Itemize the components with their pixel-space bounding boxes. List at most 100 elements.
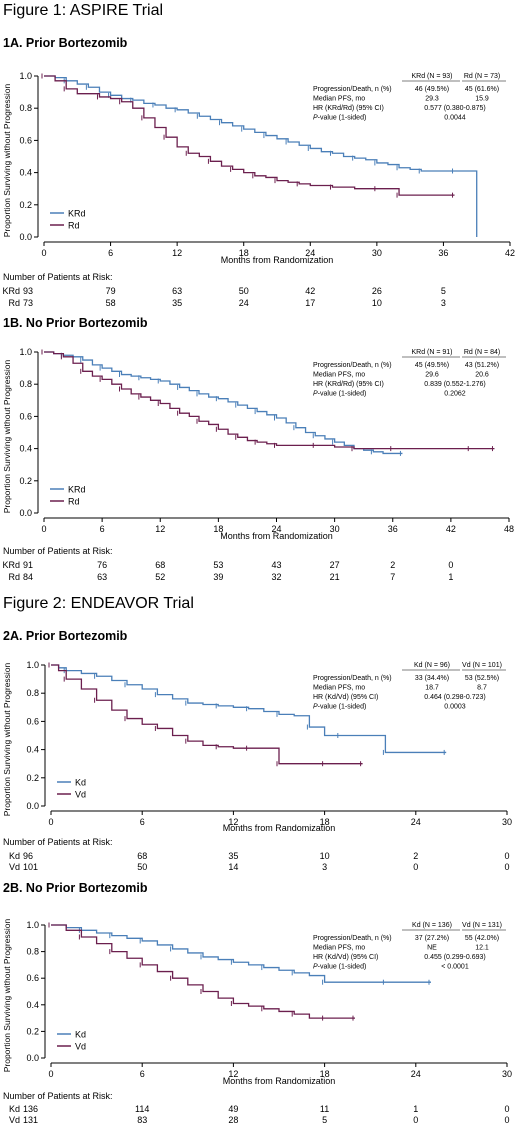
y-tick-label: 1.0 <box>26 660 39 670</box>
risk-value: 32 <box>271 572 281 582</box>
y-tick-label: 0.0 <box>26 801 39 811</box>
y-tick-label: 1.0 <box>19 347 32 357</box>
y-tick-label: 0.4 <box>19 444 32 454</box>
stats-row-label: Median PFS, mo <box>313 685 365 692</box>
risk-value: 17 <box>305 298 315 308</box>
panel-2a: 2A. Prior Bortezomib 0 6 12 18 24 30 0.0 0.2 0.4… <box>0 629 520 879</box>
x-tick-label: 30 <box>372 248 382 258</box>
risk-value: 3 <box>322 862 327 872</box>
chart-1a: 0 6 12 18 24 30 36 42 0.0 0.2 0.4 0.6 0.8 1.0 Months f… <box>2 71 515 308</box>
stats-label-text: Progression/Death, n (%) <box>313 935 392 942</box>
legend-label: KRd <box>68 209 86 219</box>
km-curve-kd <box>51 924 431 983</box>
risk-value: 7 <box>390 572 395 582</box>
risk-value: 0 <box>448 560 453 570</box>
x-tick-label: 18 <box>213 524 223 534</box>
stats-row-label: P-value (1-sided) <box>313 391 366 398</box>
stats-row-label: P-value (1-sided) <box>313 964 366 971</box>
legend-label: Kd <box>75 778 86 788</box>
y-tick-label: 0.6 <box>19 135 32 145</box>
risk-value: 84 <box>23 572 33 582</box>
legend-label: KRd <box>68 485 86 495</box>
stats-value: 0.464 (0.298-0.723) <box>424 694 486 701</box>
x-tick-label: 36 <box>388 524 398 534</box>
stats-label-text: Median PFS, mo <box>313 945 365 952</box>
stats-row-label: Median PFS, mo <box>313 945 365 952</box>
x-tick-label: 12 <box>172 248 182 258</box>
panel-title-1a: 1A. Prior Bortezomib <box>3 36 128 50</box>
y-axis-label: Proportion Surviving without Progression <box>2 359 12 513</box>
risk-row-label: Rd <box>8 572 20 582</box>
stats-label-text: -value (1-sided) <box>318 115 367 122</box>
x-tick-label: 6 <box>140 1069 145 1079</box>
risk-value: 24 <box>239 298 249 308</box>
risk-row-label: KRd <box>2 560 20 570</box>
x-tick-label: 0 <box>41 524 46 534</box>
stats-value: 0.577 (0.380-0.875) <box>424 105 486 112</box>
risk-value: 28 <box>228 1115 238 1125</box>
y-tick-label: 0.6 <box>19 411 32 421</box>
stats-header: Kd (N = 96) <box>414 662 450 669</box>
km-curve-kd <box>51 664 447 754</box>
x-tick-label: 18 <box>320 1069 330 1079</box>
stats-label-text: Median PFS, mo <box>313 685 365 692</box>
stats-italic: P <box>313 391 318 398</box>
risk-value: 35 <box>172 298 182 308</box>
x-tick-label: 30 <box>502 817 512 827</box>
risk-value: 76 <box>97 560 107 570</box>
risk-value: 50 <box>239 286 249 296</box>
y-tick-label: 0.4 <box>26 745 39 755</box>
stats-value: 43 (51.2%) <box>465 362 499 369</box>
legend-label: Rd <box>68 221 80 231</box>
chart-2b: 0 6 12 18 24 30 0.0 0.2 0.4 0.6 0.8 1.0 Months from … <box>2 918 512 1125</box>
panel-title-2a: 2A. Prior Bortezomib <box>3 629 128 643</box>
panel-title-1b: 1B. No Prior Bortezomib <box>3 316 148 330</box>
y-tick-label: 0.2 <box>26 1026 39 1036</box>
risk-value: 2 <box>413 851 418 861</box>
risk-value: 0 <box>504 1104 509 1114</box>
stats-label-text: HR (Kd/Vd) (95% CI) <box>313 954 378 961</box>
panel-title-2b: 2B. No Prior Bortezomib <box>3 881 148 895</box>
x-axis-label: Months from Randomization <box>223 1076 336 1086</box>
stats-label-text: Median PFS, mo <box>313 96 365 103</box>
figure1-title: Figure 1: ASPIRE Trial <box>3 2 164 19</box>
stats-row-label: HR (Kd/Vd) (95% CI) <box>313 694 378 701</box>
stats-value: 55 (42.0%) <box>465 935 499 942</box>
risk-value: 21 <box>330 572 340 582</box>
y-tick-label: 0.6 <box>26 973 39 983</box>
stats-row-label: HR (KRd/Rd) (95% CI) <box>313 105 384 112</box>
risk-value: 3 <box>441 298 446 308</box>
x-tick-label: 0 <box>48 1069 53 1079</box>
x-tick-label: 24 <box>305 248 315 258</box>
risk-value: 96 <box>23 851 33 861</box>
stats-value: 15.9 <box>475 96 489 103</box>
risk-value: 68 <box>155 560 165 570</box>
risk-value: 0 <box>504 851 509 861</box>
risk-value: 93 <box>23 286 33 296</box>
legend-label: Kd <box>75 1030 86 1040</box>
risk-value: 35 <box>228 851 238 861</box>
stats-value: 18.7 <box>425 685 439 692</box>
panel-1a: 1A. Prior Bortezomib 0 6 12 18 24 30 36 42 0.0 0.… <box>0 36 520 308</box>
x-tick-label: 12 <box>228 1069 238 1079</box>
risk-value: 2 <box>390 560 395 570</box>
y-tick-label: 0.0 <box>26 1053 39 1063</box>
y-tick-label: 0.8 <box>19 103 32 113</box>
stats-value: 0.2062 <box>444 391 466 398</box>
stats-row-label: Progression/Death, n (%) <box>313 86 392 93</box>
stats-row-label: P-value (1-sided) <box>313 115 366 122</box>
stats-value: 0.455 (0.299-0.693) <box>424 954 486 961</box>
x-tick-label: 18 <box>320 817 330 827</box>
stats-label-text: Progression/Death, n (%) <box>313 86 392 93</box>
stats-row-label: Progression/Death, n (%) <box>313 935 392 942</box>
risk-value: 43 <box>271 560 281 570</box>
risk-row-label: KRd <box>2 286 20 296</box>
stats-row-label: HR (KRd/Rd) (95% CI) <box>313 381 384 388</box>
stats-value: 45 (61.6%) <box>465 86 499 93</box>
km-curve-rd <box>44 351 495 450</box>
stats-value: 29.3 <box>425 96 439 103</box>
stats-value: 8.7 <box>477 685 487 692</box>
x-tick-label: 42 <box>505 248 515 258</box>
stats-value: 53 (52.5%) <box>465 675 499 682</box>
y-tick-label: 1.0 <box>19 71 32 81</box>
